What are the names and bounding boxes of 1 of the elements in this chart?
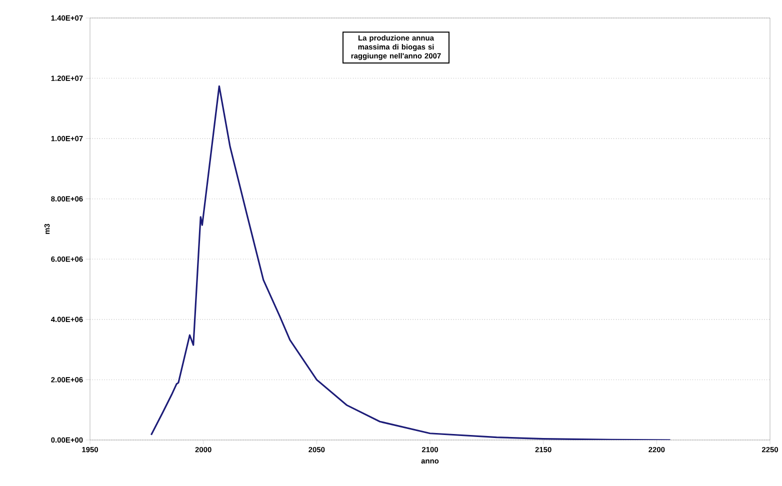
line-series [150, 85, 672, 440]
